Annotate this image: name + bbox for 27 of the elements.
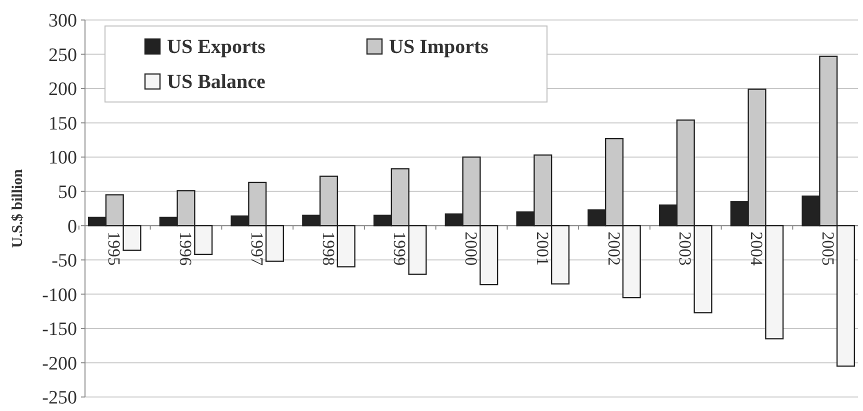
legend-label: US Imports	[389, 36, 489, 58]
x-tick-label: 2000	[462, 232, 481, 266]
y-tick-label: -50	[52, 250, 77, 272]
y-tick-label: 100	[48, 148, 77, 169]
x-tick-label: 1995	[104, 232, 124, 266]
x-tick-label: 2001	[532, 232, 552, 266]
y-tick-label: -250	[42, 388, 77, 409]
y-tick-label: -200	[42, 353, 77, 374]
y-tick-label: -150	[42, 319, 77, 340]
y-axis-title: U.S.$ billion	[10, 168, 26, 248]
x-tick-label: 2004	[747, 232, 766, 266]
x-tick-label: 2002	[604, 232, 624, 266]
y-tick-label: 150	[48, 113, 77, 134]
y-tick-label: 300	[48, 10, 77, 32]
x-tick-label: 1999	[390, 232, 410, 266]
y-tick-label: 250	[48, 44, 77, 66]
x-tick-label: 2003	[676, 232, 695, 266]
y-tick-label: -100	[42, 284, 77, 306]
y-tick-label: 50	[58, 182, 77, 204]
x-tick-label: 1998	[318, 232, 338, 266]
legend-label: US Balance	[167, 71, 266, 93]
x-tick-label: 2005	[818, 232, 838, 266]
y-tick-label: 0	[68, 216, 77, 238]
y-tick-label: 200	[48, 79, 77, 100]
legend-label: US Exports	[167, 36, 266, 58]
x-tick-label: 1997	[247, 232, 266, 266]
x-tick-label: 1996	[176, 232, 196, 266]
